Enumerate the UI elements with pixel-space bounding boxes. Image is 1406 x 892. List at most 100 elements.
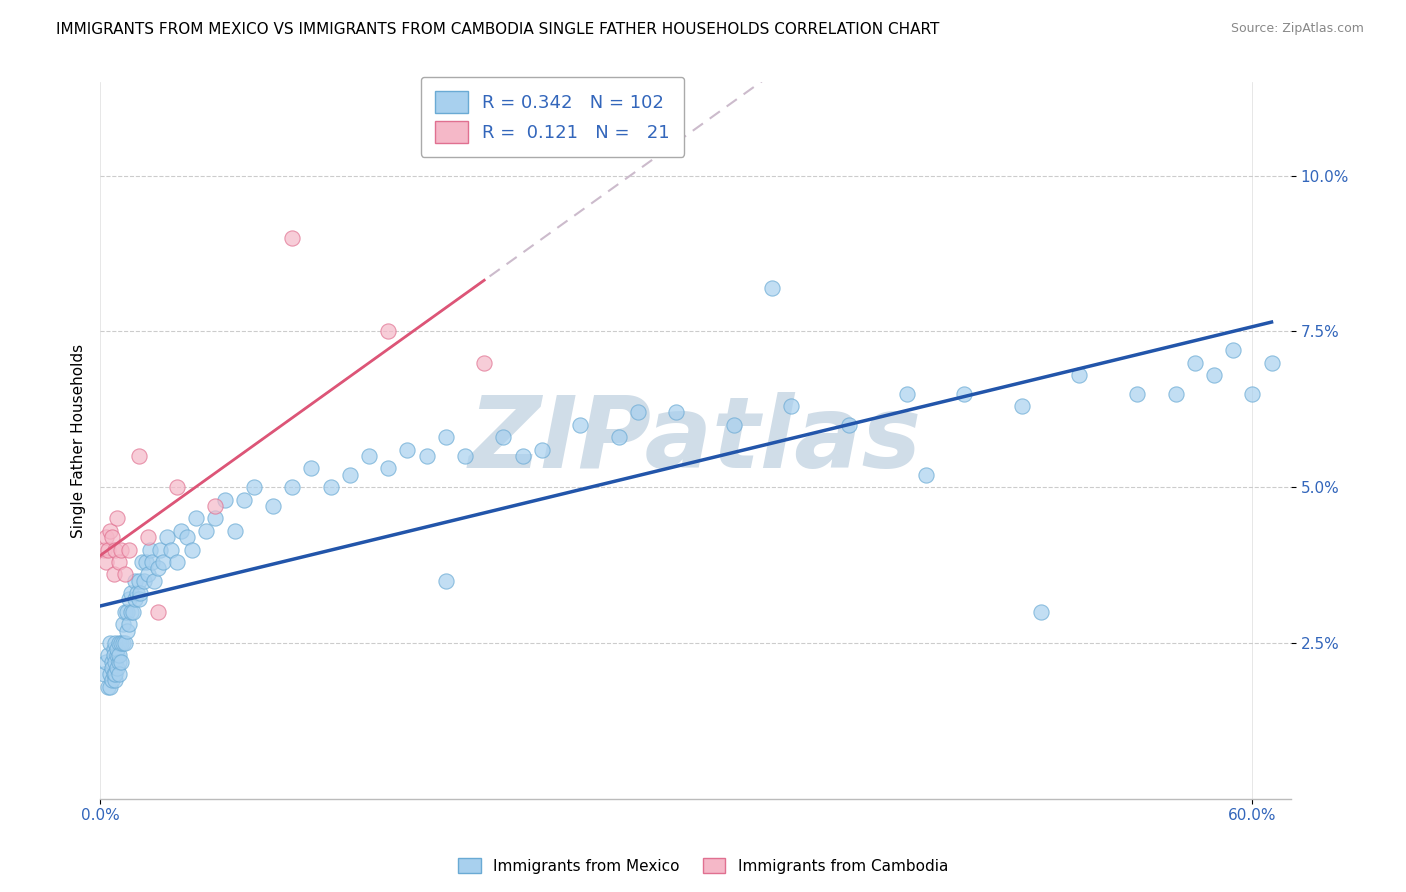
Point [1184,355,1206,369]
Point [204,511,226,525]
Point [98,680,121,694]
Point [434,430,457,444]
Point [118,592,141,607]
Point [107,642,129,657]
Point [136,530,159,544]
Point [93,542,115,557]
Point [281,231,304,245]
Point [1202,368,1225,382]
Point [100,655,122,669]
Point [103,667,125,681]
Point [104,655,127,669]
Point [103,642,125,657]
Point [146,561,169,575]
Point [166,480,188,494]
Point [114,636,136,650]
Point [896,386,918,401]
Point [115,624,138,638]
Point [134,574,156,588]
Point [139,542,162,557]
Point [1011,399,1033,413]
Point [98,667,121,681]
Text: IMMIGRANTS FROM MEXICO VS IMMIGRANTS FROM CAMBODIA SINGLE FATHER HOUSEHOLDS CORR: IMMIGRANTS FROM MEXICO VS IMMIGRANTS FRO… [56,22,939,37]
Point [627,405,650,419]
Point [512,449,534,463]
Point [299,461,322,475]
Point [780,399,803,413]
Point [103,648,125,663]
Point [569,417,592,432]
Point [118,617,141,632]
Legend: R = 0.342   N = 102, R =  0.121   N =   21: R = 0.342 N = 102, R = 0.121 N = 21 [420,77,685,157]
Point [94,555,117,569]
Point [124,592,146,607]
Point [377,461,399,475]
Point [98,636,121,650]
Point [204,499,226,513]
Point [396,442,419,457]
Point [149,542,172,557]
Point [120,586,142,600]
Point [136,567,159,582]
Point [107,511,129,525]
Point [108,655,131,669]
Point [115,605,138,619]
Point [454,449,477,463]
Point [1222,343,1244,357]
Point [97,648,120,663]
Point [108,667,131,681]
Point [233,492,256,507]
Point [125,586,148,600]
Point [94,530,117,544]
Point [104,673,127,688]
Point [434,574,457,588]
Point [104,636,127,650]
Point [492,430,515,444]
Point [135,555,157,569]
Point [128,449,150,463]
Point [120,605,142,619]
Point [1260,355,1282,369]
Point [319,480,342,494]
Point [1029,605,1052,619]
Point [838,417,860,432]
Point [281,480,304,494]
Point [107,661,129,675]
Point [166,555,188,569]
Point [131,555,153,569]
Point [176,530,198,544]
Point [665,405,688,419]
Point [98,524,121,538]
Point [114,567,136,582]
Point [224,524,246,538]
Point [214,492,236,507]
Point [186,511,208,525]
Point [97,680,120,694]
Point [1241,386,1264,401]
Point [121,605,143,619]
Point [915,467,938,482]
Point [761,281,783,295]
Point [97,542,120,557]
Point [100,661,122,675]
Point [104,667,127,681]
Point [114,605,136,619]
Point [242,480,264,494]
Point [110,655,132,669]
Point [1069,368,1091,382]
Point [181,542,204,557]
Point [110,542,132,557]
Point [194,524,217,538]
Point [357,449,380,463]
Point [160,542,183,557]
Point [104,542,127,557]
Point [108,555,131,569]
Text: ZIPatlas: ZIPatlas [468,392,922,489]
Point [93,667,115,681]
Point [124,574,146,588]
Point [100,530,122,544]
Y-axis label: Single Father Households: Single Father Households [72,343,86,538]
Text: Source: ZipAtlas.com: Source: ZipAtlas.com [1230,22,1364,36]
Point [94,655,117,669]
Point [107,648,129,663]
